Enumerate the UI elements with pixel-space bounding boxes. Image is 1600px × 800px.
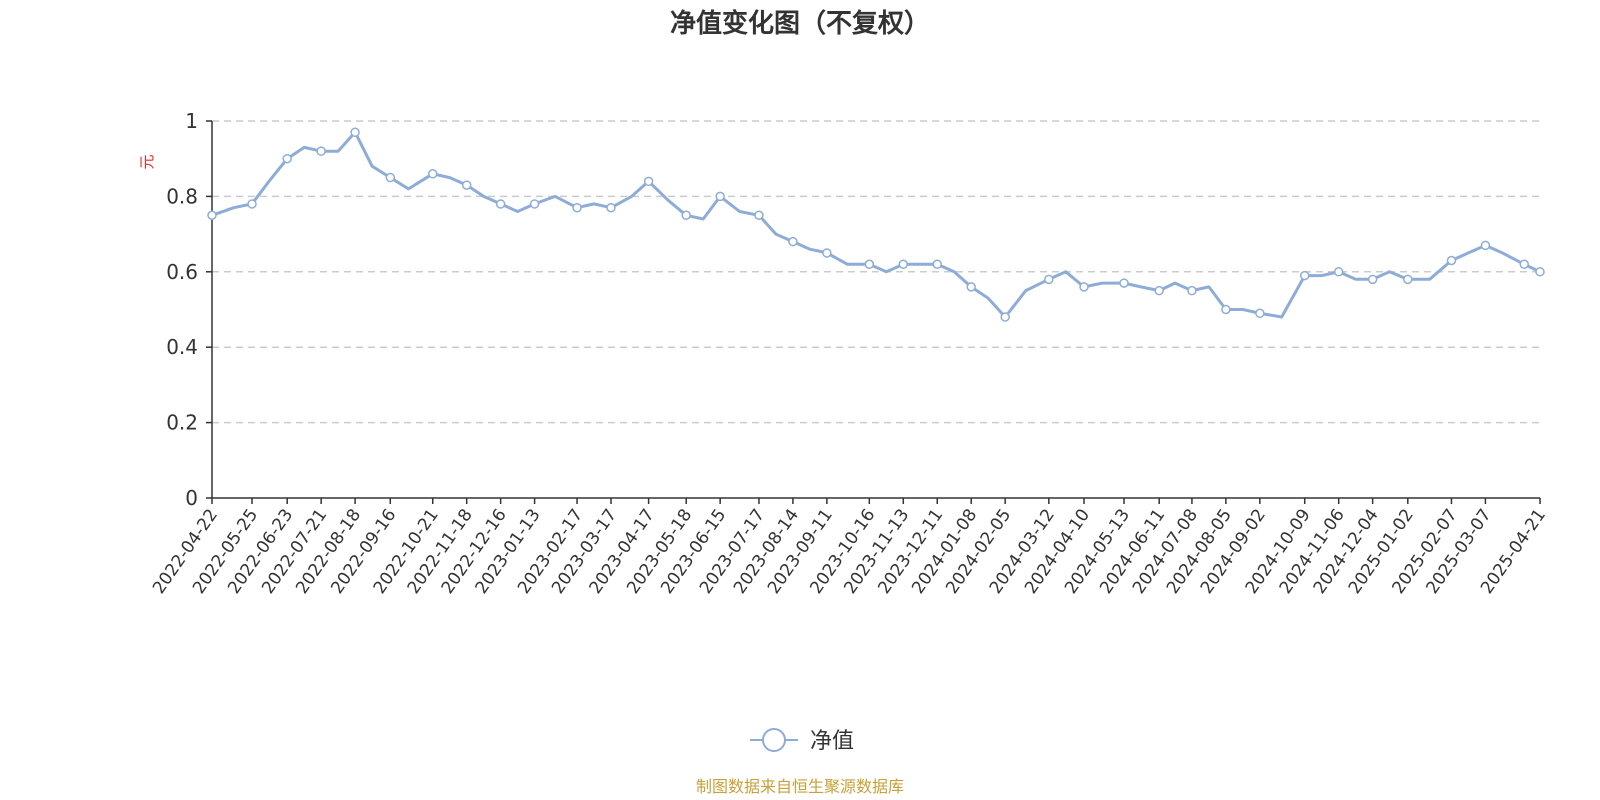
series-marker (461, 180, 472, 190)
series-marker (316, 146, 326, 156)
series-marker (1221, 304, 1231, 315)
series-marker (788, 236, 798, 247)
series-marker (529, 199, 540, 209)
series-marker (1154, 285, 1164, 296)
series-marker (1299, 270, 1310, 281)
series-marker (1255, 308, 1265, 319)
series-marker (247, 199, 257, 209)
series-marker (643, 176, 654, 187)
series-marker (864, 259, 875, 270)
y-axis-label: 元 (138, 154, 156, 169)
y-tick-label: 0.2 (166, 411, 198, 435)
series-marker (715, 191, 725, 202)
series-marker (350, 127, 360, 138)
y-tick-label: 0.4 (166, 335, 198, 359)
y-tick-label: 0.8 (166, 184, 198, 208)
series-marker (385, 172, 396, 183)
series-marker (898, 259, 909, 270)
legend-circle-icon (762, 728, 786, 752)
series-marker (1480, 240, 1491, 251)
series-markers (207, 127, 1545, 322)
y-tick-labels: 0 0.2 0.4 0.6 0.8 1 (166, 109, 212, 510)
series-marker (207, 210, 217, 220)
series-marker (572, 202, 582, 213)
y-tick-label: 1 (185, 109, 198, 133)
series-marker (495, 199, 506, 209)
series-marker (932, 259, 942, 270)
y-tick-label: 0 (185, 486, 198, 510)
series-marker (1446, 255, 1457, 266)
series-marker (1000, 312, 1010, 322)
series-marker (606, 202, 616, 213)
series-marker (1119, 278, 1129, 288)
series-marker (681, 210, 691, 220)
chart-title: 净值变化图（不复权） (670, 8, 930, 39)
series-marker (1079, 282, 1089, 292)
series-marker (1333, 267, 1344, 277)
series-marker (1367, 274, 1378, 285)
series-marker (1519, 259, 1529, 270)
series-marker (966, 282, 976, 292)
series-marker (427, 169, 438, 179)
series-marker (1535, 267, 1545, 277)
series-marker (282, 153, 292, 164)
series-line-nav (211, 130, 1541, 319)
series-marker (1044, 274, 1054, 285)
series-marker (754, 210, 764, 220)
series-marker (1187, 285, 1197, 296)
legend[interactable]: 净值 (750, 728, 854, 754)
series-marker (1403, 274, 1413, 285)
legend-label: 净值 (810, 729, 854, 754)
series-marker (822, 248, 832, 258)
source-note: 制图数据来自恒生聚源数据库 (696, 777, 904, 796)
y-tick-label: 0.6 (166, 260, 198, 284)
x-tick-labels: 2022-04-222022-05-252022-06-232022-07-21… (149, 498, 1550, 598)
grid-lines (212, 120, 1540, 424)
